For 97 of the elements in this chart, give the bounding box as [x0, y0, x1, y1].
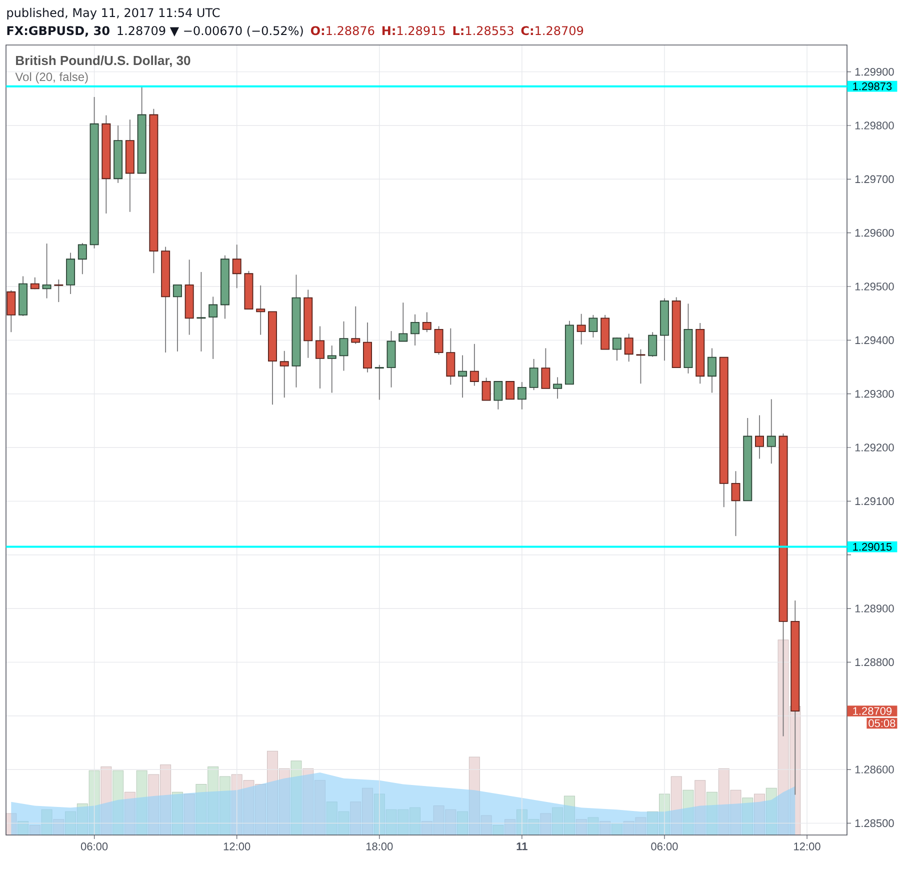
- candlestick: [576, 313, 586, 345]
- candlestick: [196, 272, 206, 352]
- bar: [29, 824, 40, 836]
- chart-title: Vol (20, false): [15, 72, 88, 84]
- text: published, May 11, 2017 11:54 UTC: [7, 8, 220, 20]
- chart-title: FX:GBPUSD, 30: [7, 26, 110, 37]
- bar: [766, 788, 777, 836]
- candlestick: [351, 306, 360, 344]
- candlestick: [232, 244, 242, 289]
- candlestick: [553, 376, 562, 400]
- ref-line-label: 1.29873: [853, 82, 892, 90]
- candlestick: [172, 284, 182, 352]
- bar: [112, 770, 124, 836]
- y-tick-label: 1.28500: [855, 819, 894, 828]
- y-tick-label: 1.29500: [855, 282, 894, 290]
- x-tick-label: 12:00: [794, 842, 820, 850]
- candlestick: [482, 377, 491, 401]
- bar: [124, 792, 136, 836]
- y-tick-label: 1.29800: [855, 122, 894, 130]
- text: C:1.28709: [521, 26, 584, 36]
- bar: [576, 819, 587, 836]
- y-tick-label: 1.29200: [855, 444, 894, 452]
- bar: [504, 819, 516, 836]
- text: L:1.28553: [453, 26, 514, 36]
- bar: [290, 760, 302, 836]
- text: 1.28709: [853, 707, 892, 715]
- y-tick-label: 1.29700: [855, 175, 894, 184]
- candlestick: [327, 345, 336, 394]
- candlestick: [708, 348, 716, 394]
- x-tick-label: 06:00: [651, 842, 678, 850]
- bar: [136, 770, 148, 836]
- y-tick-label: 1.29600: [855, 228, 894, 237]
- candlestick: [54, 279, 64, 303]
- candlestick: [506, 381, 515, 400]
- text: 05:08: [868, 719, 896, 728]
- x-tick-label: 12:00: [224, 842, 250, 850]
- candlestick: [42, 243, 52, 299]
- bar: [172, 792, 183, 836]
- bar: [492, 824, 504, 836]
- candlestick: [648, 332, 658, 358]
- bar: [588, 817, 599, 836]
- bar: [600, 821, 611, 836]
- bar: [611, 823, 622, 836]
- y-tick-label: 1.29400: [855, 336, 894, 344]
- candlestick: [434, 326, 444, 356]
- candlestick: [755, 414, 764, 460]
- ref-line-label: 1.29015: [853, 542, 892, 551]
- bar: [706, 792, 718, 836]
- text: H:1.28915: [382, 26, 445, 36]
- candlestick: [208, 296, 218, 360]
- text: British Pound/U.S. Dollar, 30: [16, 56, 190, 67]
- x-tick-label: 11: [516, 842, 528, 850]
- candlestick: [766, 398, 776, 464]
- bar: [184, 794, 195, 836]
- candlestick: [280, 350, 289, 398]
- candlestick: [422, 312, 432, 333]
- bar: [694, 780, 706, 836]
- candlestick: [517, 382, 526, 410]
- candlestick: [339, 320, 348, 372]
- bar: [18, 821, 29, 836]
- x-tick-label: 06:00: [80, 842, 108, 850]
- candlestick: [398, 302, 408, 342]
- candlestick: [446, 328, 456, 386]
- bar: [540, 813, 552, 836]
- y-tick-label: 1.28800: [855, 658, 894, 666]
- bar: [100, 766, 112, 836]
- bar: [742, 798, 754, 836]
- candlestick: [6, 290, 16, 333]
- candlestick: [256, 284, 266, 336]
- bar: [670, 776, 682, 836]
- candlestick: [541, 348, 550, 389]
- candlestick: [458, 354, 468, 398]
- candlestick: [78, 242, 87, 275]
- candlestick: [529, 358, 538, 391]
- candlestick: [588, 314, 598, 338]
- y-tick-label: 1.29300: [855, 390, 894, 398]
- candlestick: [316, 326, 324, 389]
- candlestick: [410, 314, 420, 346]
- y-tick-label: 1.28900: [855, 604, 894, 612]
- candlestick: [731, 470, 740, 537]
- candlestick: [374, 364, 384, 400]
- bar: [53, 819, 64, 836]
- bar: [41, 809, 52, 836]
- y-tick-label: 1.29900: [855, 68, 894, 76]
- candlestick: [624, 333, 634, 362]
- candlestick: [470, 343, 479, 386]
- bar: [754, 794, 765, 836]
- text: 1.28709 ▼ −0.00670 (−0.52%): [118, 26, 303, 37]
- bar: [457, 811, 468, 836]
- candlestick: [636, 348, 646, 384]
- candlestick: [494, 381, 503, 410]
- candlestick: [612, 337, 622, 362]
- y-tick-label: 1.28600: [855, 766, 894, 774]
- bar: [682, 790, 694, 836]
- x-tick-label: 18:00: [366, 842, 393, 850]
- y-tick-label: 1.29100: [855, 497, 894, 506]
- text: O:1.28876: [310, 26, 374, 36]
